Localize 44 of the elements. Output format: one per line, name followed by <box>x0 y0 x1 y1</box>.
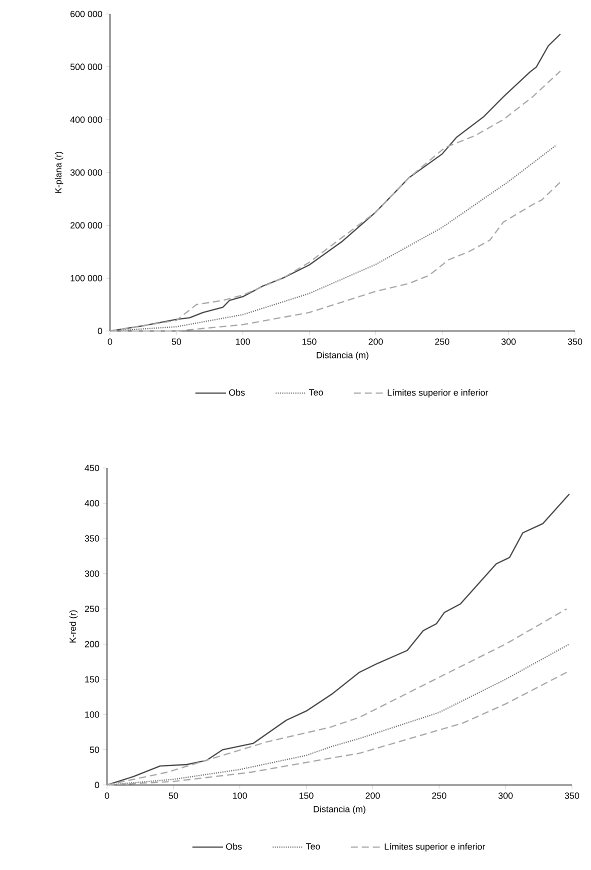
x-tick-label: 350 <box>568 338 582 345</box>
x-tick-label: 200 <box>366 792 380 799</box>
y-tick-label: 500 000 <box>70 64 102 70</box>
x-tick-label: 50 <box>172 338 182 345</box>
y-tick-label: 50 <box>90 746 100 753</box>
y-tick-label: 400 000 <box>70 116 102 123</box>
legend-label: Límites superior e inferior <box>384 843 486 852</box>
legend-label: Teo <box>306 843 320 850</box>
x-tick-label: 100 <box>236 338 250 345</box>
y-tick-label: 300 000 <box>70 169 102 176</box>
x-tick-label: 300 <box>498 792 513 799</box>
y-tick-label: 250 <box>84 606 100 612</box>
x-tick-label: 350 <box>564 792 580 799</box>
x-tick-label: 50 <box>168 792 178 799</box>
legend-label: Teo <box>309 389 323 396</box>
y-tick-label: 200 <box>84 640 100 648</box>
y-tick-label: 400 <box>84 500 100 506</box>
y-tick-label: 600 000 <box>70 10 102 18</box>
y-tick-label: 100 000 <box>70 274 102 282</box>
y-tick-label: 150 <box>85 676 100 683</box>
legend-label: Límites superior e inferior <box>388 389 488 398</box>
x-tick-label: 250 <box>432 792 446 799</box>
y-tick-label: 350 <box>84 535 100 542</box>
legend-label: Obs <box>229 389 245 396</box>
y-tick-label: 0 <box>94 782 100 788</box>
line-series <box>106 493 570 786</box>
x-tick-label: 0 <box>108 338 112 345</box>
x-tick-label: 300 <box>501 338 516 345</box>
x-tick-label: 100 <box>233 792 247 799</box>
x-tick-label: 250 <box>435 338 450 345</box>
legend-label: Obs <box>226 843 242 850</box>
y-tick-label: 450 <box>84 464 100 472</box>
x-tick-label: 200 <box>368 338 383 345</box>
x-tick-label: 0 <box>104 792 110 799</box>
y-tick-label: 100 <box>85 711 100 718</box>
x-axis-title: Distancia (m) <box>314 806 366 814</box>
x-tick-label: 150 <box>299 792 314 799</box>
y-tick-label: 300 <box>84 570 100 577</box>
y-tick-label: 0 <box>98 328 102 334</box>
y-axis-title: K-plana (r) <box>54 152 64 193</box>
y-axis-title: K-red (r) <box>69 610 78 642</box>
x-tick-label: 150 <box>302 338 316 345</box>
y-tick-label: 200 000 <box>70 222 102 229</box>
x-axis-title: Distancia (m) <box>316 352 368 360</box>
